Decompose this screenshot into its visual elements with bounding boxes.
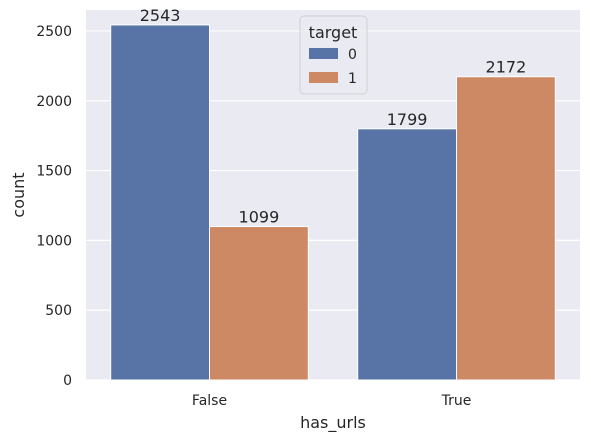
bar-value-label: 2172	[486, 58, 527, 77]
bar-value-label: 1099	[239, 208, 280, 227]
y-tick-label: 500	[45, 303, 72, 319]
y-axis-ticks: 0 500 1000 1500 2000 2500	[36, 24, 72, 389]
bar-true-target-0	[357, 128, 458, 381]
bar-false-target-0	[110, 24, 210, 381]
y-tick-label: 1000	[36, 233, 72, 249]
legend-swatch-0	[309, 48, 338, 59]
legend-title: target	[309, 23, 358, 42]
bar-true-target-1	[456, 76, 556, 381]
y-tick-label: 0	[63, 373, 72, 389]
x-axis-ticks: False True	[192, 393, 471, 409]
y-tick-label: 1500	[36, 164, 72, 180]
legend-swatch-1	[309, 72, 338, 83]
legend-label-1: 1	[348, 71, 357, 87]
legend: target 0 1	[299, 15, 368, 95]
x-tick-label: False	[192, 393, 227, 409]
bars	[110, 24, 556, 381]
y-tick-label: 2500	[36, 24, 72, 40]
data-labels: 2543 1099 1799 2172	[140, 6, 527, 227]
bar-false-target-1	[209, 226, 309, 381]
x-axis-title: has_urls	[300, 413, 366, 433]
legend-label-0: 0	[348, 47, 357, 63]
y-axis-title: count	[9, 172, 28, 217]
x-tick-label: True	[441, 393, 472, 409]
bar-value-label: 2543	[140, 6, 181, 25]
bar-value-label: 1799	[387, 110, 428, 129]
y-tick-label: 2000	[36, 94, 72, 110]
